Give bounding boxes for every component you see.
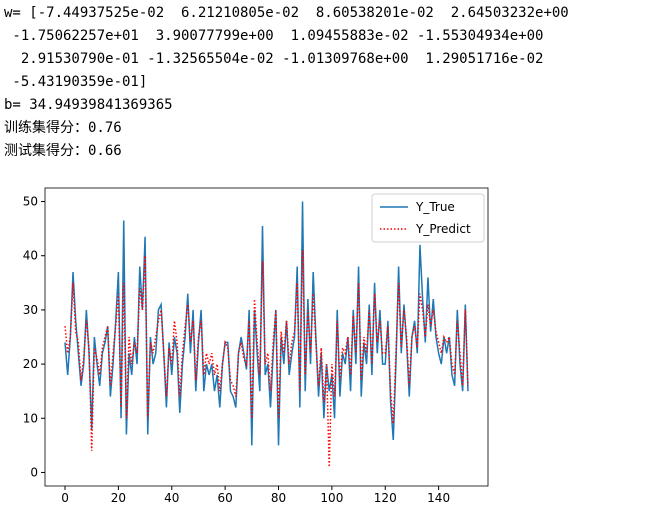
series-line [64, 250, 469, 468]
output-line: 测试集得分：0.66 [4, 143, 122, 159]
x-tick-label: 40 [164, 491, 179, 505]
legend-label: Y_Predict [415, 222, 471, 236]
y-tick-label: 0 [30, 465, 38, 479]
x-tick-label: 20 [111, 491, 126, 505]
output-line: 训练集得分：0.76 [4, 120, 122, 136]
y-tick-label: 50 [23, 195, 38, 209]
output-line: -5.43190359e-01] [4, 74, 148, 90]
x-tick-label: 0 [61, 491, 69, 505]
x-tick-label: 60 [217, 491, 232, 505]
x-tick-label: 140 [427, 491, 450, 505]
output-line: 2.91530790e-01 -1.32565504e-02 -1.013097… [4, 51, 544, 67]
output-line: b= 34.94939841369365 [4, 97, 173, 113]
x-tick-label: 100 [320, 491, 343, 505]
legend-box [371, 193, 485, 243]
output-text: w= [-7.44937525e-02 6.21210805e-02 8.605… [4, 2, 569, 163]
y-tick-label: 30 [23, 303, 38, 317]
x-tick-label: 120 [374, 491, 397, 505]
legend-label: Y_True [415, 200, 455, 214]
output-line: w= [-7.44937525e-02 6.21210805e-02 8.605… [4, 5, 569, 21]
y-tick-label: 40 [23, 249, 38, 263]
y-tick-label: 20 [23, 357, 38, 371]
y-tick-label: 10 [23, 411, 38, 425]
output-line: -1.75062257e+01 3.90077799e+00 1.0945588… [4, 28, 544, 44]
x-tick-label: 80 [271, 491, 286, 505]
